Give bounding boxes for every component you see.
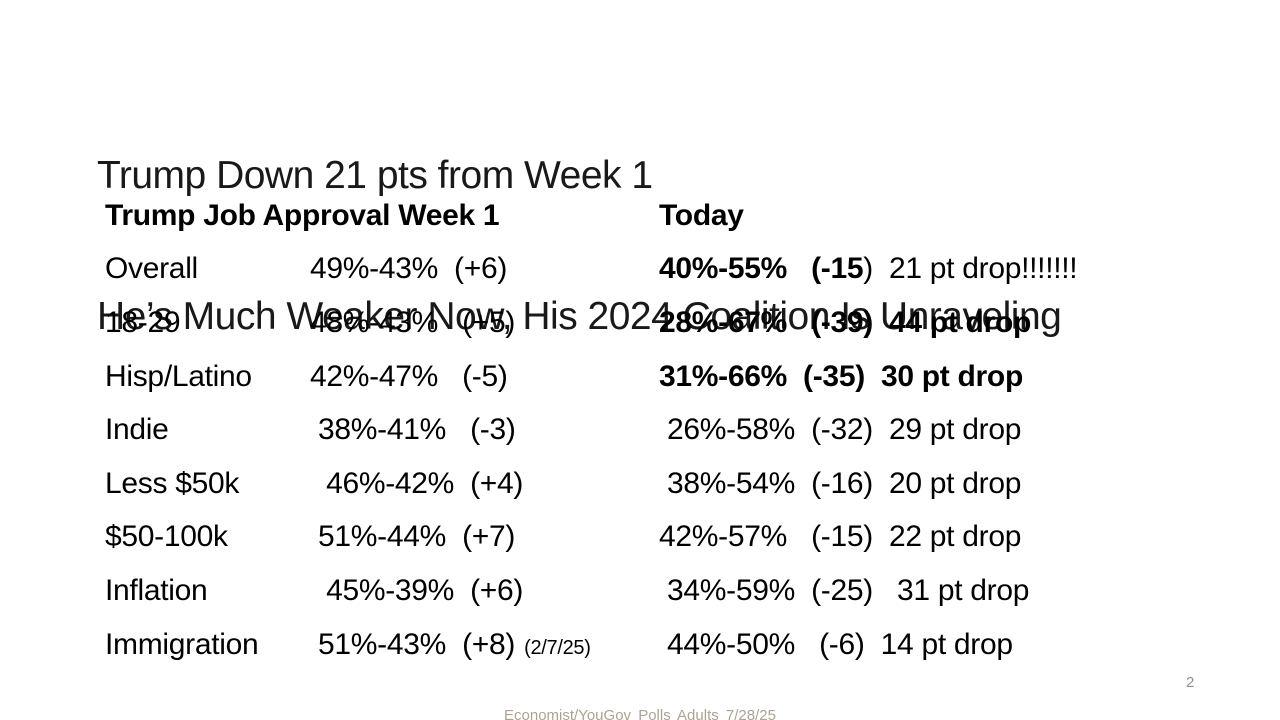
today-cell: 42%-57% (-15) 22 pt drop	[659, 520, 1225, 554]
table-row-inflation: Inflation 45%-39% (+6) 34%-59% (-25) 31 …	[105, 564, 1225, 618]
header-today-label: Today	[659, 198, 744, 232]
week1-value: 49%-43% (+6)	[310, 252, 508, 286]
slide-title-line1: Trump Down 21 pts from Week 1	[97, 154, 653, 197]
table-row-immigration: Immigration 51%-43% (+8) (2/7/25) 44%-50%…	[105, 618, 1225, 672]
table-row-18-29: 18-29 48%-43% (+5) 28%-67% (-39) 44 pt d…	[105, 296, 1225, 350]
today-cell: 38%-54% (-16) 20 pt drop	[659, 467, 1225, 501]
header-week1-label: Trump Job Approval Week 1	[105, 198, 500, 232]
table-row-overall: Overall 49%-43% (+6) 40%-55% (-15) 21 pt…	[105, 243, 1225, 297]
row-label: 18-29	[105, 305, 181, 339]
row-label: Indie	[105, 413, 169, 447]
date-note: (2/7/25)	[524, 636, 591, 659]
row-label: Less $50k	[105, 466, 240, 500]
week1-value: 51%-43% (+8)	[310, 627, 516, 661]
slide-title-line2: He’s Much Weaker Now, His 2024 Coalition…	[97, 295, 1062, 338]
week1-value: 48%-43% (+5)	[310, 305, 516, 339]
today-value-bold: 31%-66% (-35) 30 pt drop	[659, 359, 1023, 393]
table-row-indie: Indie 38%-41% (-3) 26%-58% (-32) 29 pt d…	[105, 403, 1225, 457]
week1-value: 38%-41% (-3)	[310, 413, 516, 447]
week1-value: 46%-42% (+4)	[310, 466, 524, 500]
table-row-hisp-latino: Hisp/Latino 42%-47% (-5) 31%-66% (-35) 3…	[105, 350, 1225, 404]
week1-cell: 38%-41% (-3)	[310, 413, 659, 447]
row-label: Overall	[105, 252, 198, 286]
today-cell: 28%-67% (-39) 44 pt drop	[659, 306, 1225, 340]
approval-table: Trump Job Approval Week 1 Today Overall …	[105, 189, 1225, 671]
row-label: Immigration	[105, 627, 259, 661]
week1-cell: 45%-39% (+6)	[310, 574, 659, 608]
today-value-rest: 38%-54% (-16) 20 pt drop	[659, 466, 1022, 500]
week1-cell: 48%-43% (+5)	[310, 306, 659, 340]
week1-cell: 49%-43% (+6)	[310, 252, 659, 286]
week1-cell: 51%-43% (+8) (2/7/25)	[310, 628, 659, 662]
footer-source-line: Economist/YouGov Polls Adults 7/28/25	[504, 707, 776, 720]
today-cell: 26%-58% (-32) 29 pt drop	[659, 413, 1225, 447]
page-number: 2	[1186, 674, 1195, 691]
row-label: Inflation	[105, 573, 208, 607]
week1-value: 42%-47% (-5)	[310, 359, 508, 393]
week1-cell: 51%-44% (+7)	[310, 520, 659, 554]
today-value-bold: 28%-67% (-39) 44 pt drop	[659, 305, 1031, 339]
week1-cell: 42%-47% (-5)	[310, 360, 659, 394]
today-value-rest: ) 21 pt drop!!!!!!!	[863, 252, 1078, 286]
table-header-row: Trump Job Approval Week 1 Today	[105, 189, 1225, 243]
week1-cell: 46%-42% (+4)	[310, 467, 659, 501]
today-value-rest: 26%-58% (-32) 29 pt drop	[659, 413, 1022, 447]
row-label: $50-100k	[105, 520, 228, 554]
today-value-bold: 40%-55% (-15	[659, 252, 864, 286]
today-value-rest: 34%-59% (-25) 31 pt drop	[659, 573, 1030, 607]
today-cell: 34%-59% (-25) 31 pt drop	[659, 574, 1225, 608]
today-value-rest: 42%-57% (-15) 22 pt drop	[659, 520, 1022, 554]
today-cell: 40%-55% (-15) 21 pt drop!!!!!!!	[659, 252, 1225, 286]
table-row-less-50k: Less $50k 46%-42% (+4) 38%-54% (-16) 20 …	[105, 457, 1225, 511]
today-cell: 31%-66% (-35) 30 pt drop	[659, 360, 1225, 394]
slide-footer: Economist/YouGov Polls Adults 7/28/25 Si…	[0, 667, 1280, 720]
today-cell: 44%-50% (-6) 14 pt drop	[659, 628, 1225, 662]
week1-value: 51%-44% (+7)	[310, 520, 516, 554]
slide-title: Trump Down 21 pts from Week 1 He’s Much …	[97, 58, 1062, 434]
today-value-rest: 44%-50% (-6) 14 pt drop	[659, 627, 1013, 661]
row-label: Hisp/Latino	[105, 359, 252, 393]
week1-value: 45%-39% (+6)	[310, 573, 524, 607]
table-row-50-100k: $50-100k 51%-44% (+7) 42%-57% (-15) 22 p…	[105, 511, 1225, 565]
